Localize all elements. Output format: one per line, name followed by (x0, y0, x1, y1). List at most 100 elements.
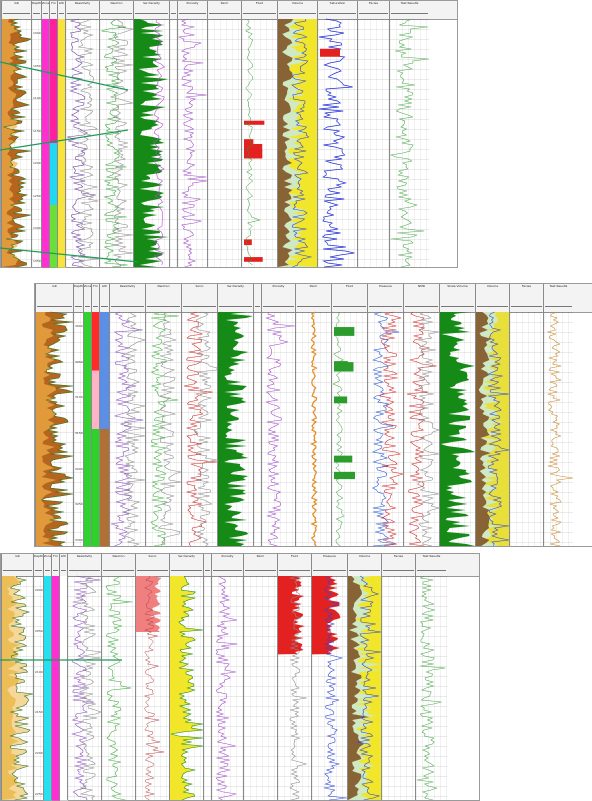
panel-header (1, 1, 457, 20)
track-perm[interactable]: Perm (295, 284, 331, 547)
track-saturation[interactable]: Saturation (317, 1, 357, 268)
track-depth[interactable]: Depth 2000 2050 2100 2150 2200 2250 (33, 554, 43, 800)
track-sw-density[interactable]: Sw Density (133, 1, 169, 267)
depth-label: 3000 (75, 324, 83, 328)
depth-label: 1000 (33, 31, 41, 35)
track-plot (371, 311, 404, 547)
track-depth[interactable]: Depth 1000 1050 1100 1150 1200 1250 1300 1350 (31, 1, 41, 267)
track-fluid[interactable]: Fluid (277, 554, 311, 801)
track-spacer[interactable] (253, 284, 261, 546)
track-body (102, 575, 135, 801)
zone-block (50, 143, 58, 206)
track-lith[interactable]: Lith (57, 1, 66, 268)
track-title: Zone (42, 2, 49, 5)
depth-label: 2150 (35, 710, 43, 715)
zone-block (92, 370, 100, 430)
track-scale-bar (511, 306, 542, 309)
track-title: Resistivity (74, 2, 91, 5)
track-neutron[interactable]: Neutron (101, 554, 135, 801)
track-plot (440, 312, 475, 546)
track-body (278, 18, 318, 268)
track-shale-volume[interactable]: Shale Volume (439, 284, 475, 546)
track-fm[interactable]: Fm (51, 554, 60, 801)
track-plot (105, 575, 133, 801)
track-pressure[interactable]: Pressure (311, 554, 348, 801)
track-volume[interactable]: Volume (347, 554, 382, 801)
fluid-spike (334, 396, 348, 404)
track-lith[interactable]: Lith (99, 284, 110, 547)
track-scale-bar (245, 570, 276, 573)
track-gr[interactable]: GR (1, 554, 34, 801)
depth-label: 1250 (33, 193, 41, 198)
track-plot (60, 576, 68, 801)
track-plot (136, 575, 165, 801)
zone-block (58, 143, 66, 268)
log-curve (357, 575, 382, 801)
track-title: Lith (101, 285, 108, 288)
track-sw-density[interactable]: Sw Density (169, 554, 204, 801)
track-perm[interactable]: Perm (243, 554, 277, 800)
track-body (254, 312, 261, 546)
track-scale-bar (441, 306, 474, 309)
depth-label: 3250 (75, 502, 83, 507)
log-curve (323, 575, 348, 801)
track-grid (358, 19, 389, 267)
track-scale-bar (53, 570, 58, 573)
track-facies[interactable]: Facies (357, 1, 389, 267)
track-test-results[interactable]: Test Results (415, 554, 447, 801)
track-fm[interactable]: Fm (49, 1, 58, 268)
track-gr[interactable]: GR (35, 284, 74, 547)
track-sw-density[interactable]: Sw Density (217, 284, 253, 546)
track-test-results[interactable]: Test Results (389, 1, 429, 268)
track-scale-bar (69, 570, 100, 573)
track-fluid[interactable]: Fluid (241, 1, 277, 267)
log-panel-well-2: GR Depth 3000 3050 3100 3150 3200 3250 3300 Zone F… (34, 283, 592, 547)
track-volume[interactable]: Volume (277, 1, 318, 268)
track-facies[interactable]: Facies (509, 284, 543, 546)
track-perm[interactable]: Perm (207, 1, 241, 267)
track-body (92, 312, 100, 547)
track-lith[interactable]: Lith (59, 554, 68, 801)
track-porosity[interactable]: Porosity (211, 554, 243, 801)
saturation-block (320, 48, 340, 57)
track-spacer[interactable] (203, 554, 211, 800)
track-title: Sw Density (143, 2, 160, 5)
track-resistivity[interactable]: Resistivity (67, 554, 102, 801)
track-fluid[interactable]: Fluid (331, 284, 367, 547)
track-resistivity[interactable]: Resistivity (109, 284, 147, 547)
track-fm[interactable]: Fm (91, 284, 100, 547)
track-plot (44, 576, 52, 801)
depth-label: 2000 (35, 588, 43, 592)
track-spacer[interactable] (169, 1, 177, 267)
track-body (358, 19, 389, 267)
track-neutron[interactable]: Neutron (145, 284, 182, 547)
track-nmr[interactable]: NMR (403, 284, 441, 547)
track-sonic[interactable]: Sonic (181, 284, 218, 547)
track-test-results[interactable]: Test Results (543, 284, 574, 547)
track-scale-bar (405, 306, 438, 309)
track-porosity[interactable]: Porosity (177, 1, 208, 268)
track-plot (101, 18, 134, 268)
track-sonic[interactable]: Sonic (135, 554, 169, 801)
track-porosity[interactable]: Porosity (261, 284, 296, 547)
track-facies[interactable]: Facies (381, 554, 415, 800)
track-volume[interactable]: Volume (475, 284, 510, 547)
track-scale-bar (477, 306, 508, 309)
track-scale-bar (171, 570, 202, 573)
track-gr[interactable]: GR (1, 1, 32, 268)
track-resistivity[interactable]: Resistivity (65, 1, 100, 268)
track-zone[interactable]: Zone (83, 284, 92, 547)
gr-fill-light (2, 19, 19, 267)
track-scale-bar (183, 306, 216, 309)
log-curve (379, 311, 404, 547)
track-depth[interactable]: Depth 3000 3050 3100 3150 3200 3250 3300 (73, 284, 83, 546)
track-scale-bar (101, 306, 108, 309)
track-scale-bar (51, 13, 56, 16)
track-scale-bar (205, 570, 210, 573)
track-pressure[interactable]: Pressure (367, 284, 404, 547)
fluid-spike (244, 150, 263, 159)
depth-label: 3300 (75, 538, 83, 542)
zone-block (92, 487, 100, 547)
zone-block (60, 576, 68, 801)
track-zone[interactable]: Zone (43, 554, 52, 801)
